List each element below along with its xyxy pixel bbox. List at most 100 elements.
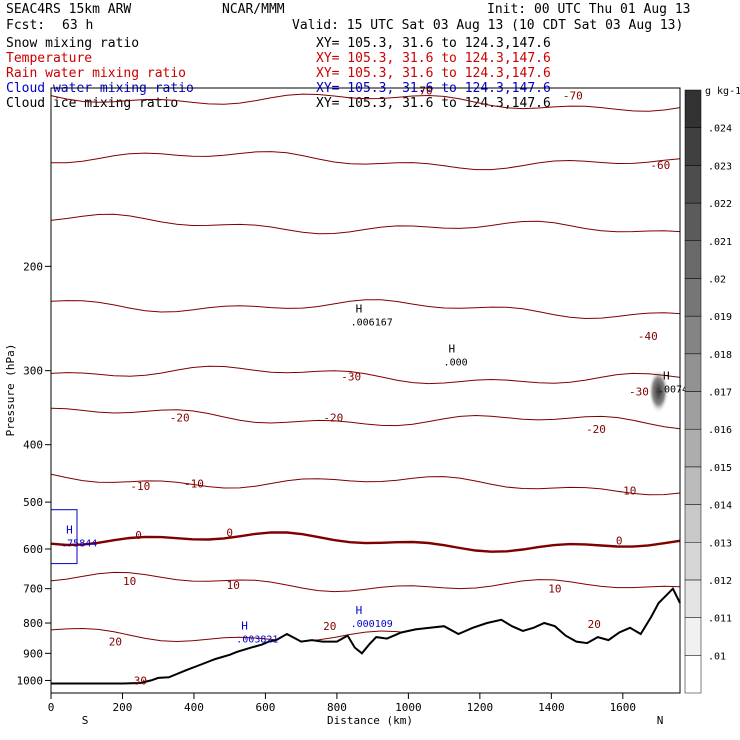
contour-label-21: 30 bbox=[134, 674, 147, 687]
field-snow-name: Snow mixing ratio bbox=[6, 36, 140, 51]
contour-label-13: 0 bbox=[226, 527, 233, 540]
colorbar-label-0: .01 bbox=[708, 651, 726, 662]
y-tick-label-1: 300 bbox=[23, 365, 43, 378]
contour-label-20: 20 bbox=[588, 618, 601, 631]
x-tick-label-3: 600 bbox=[255, 701, 275, 714]
colorbar-swatch-6 bbox=[684, 428, 702, 468]
colorbar-label-3: .013 bbox=[708, 538, 732, 549]
contour-label-9: -10 bbox=[130, 480, 150, 493]
contour-label-12: 0 bbox=[135, 529, 142, 542]
x-tick-label-1: 200 bbox=[113, 701, 133, 714]
max-marker-2: H bbox=[663, 370, 670, 383]
valid-time: Valid: 15 UTC Sat 03 Aug 13 (10 CDT Sat … bbox=[292, 18, 684, 33]
contour-label-1: -70 bbox=[413, 85, 433, 98]
contour-label-8: -20 bbox=[586, 423, 606, 436]
colorbar-swatch-9 bbox=[684, 315, 702, 355]
org-label: NCAR/MMM bbox=[222, 2, 285, 17]
colorbar-unit: g kg-1 bbox=[705, 86, 740, 97]
terrain-mask bbox=[51, 588, 680, 693]
colorbar-swatch-1 bbox=[684, 617, 702, 656]
contour-label-5: -30 bbox=[629, 385, 649, 398]
contour-label-2: -60 bbox=[650, 159, 670, 172]
contour-label-17: 10 bbox=[548, 583, 561, 596]
model-title: SEAC4RS 15km ARW bbox=[6, 2, 132, 17]
init-time: Init: 00 UTC Thu 01 Aug 13 bbox=[487, 2, 691, 17]
field-rain-xy: XY= 105.3, 31.6 to 124.3,147.6 bbox=[316, 66, 551, 81]
colorbar-label-2: .012 bbox=[708, 576, 732, 587]
contour-label-7: -20 bbox=[323, 412, 343, 425]
y-tick-label-8: 1000 bbox=[17, 674, 44, 687]
x-axis-label: Distance (km) bbox=[327, 714, 413, 727]
max-marker-1: H bbox=[449, 342, 456, 355]
terrain-line bbox=[51, 587, 681, 685]
max-value-3: .75844 bbox=[61, 538, 97, 549]
colorbar-label-7: .017 bbox=[708, 388, 732, 399]
colorbar-swatch-7 bbox=[684, 391, 702, 430]
x-tick-label-8: 1600 bbox=[610, 701, 637, 714]
colorbar-swatch-4 bbox=[684, 504, 702, 543]
field-temp-name: Temperature bbox=[6, 51, 93, 66]
max-value-0: .006167 bbox=[351, 318, 393, 329]
x-tick-label-4: 800 bbox=[327, 701, 347, 714]
y-tick-label-6: 800 bbox=[23, 617, 43, 630]
contour-label-19: 20 bbox=[323, 620, 336, 633]
colorbar-label-9: .019 bbox=[708, 312, 732, 323]
colorbar-swatch-12 bbox=[684, 202, 702, 241]
x-tick-label-0: 0 bbox=[48, 701, 55, 714]
colorbar-swatch-2 bbox=[684, 579, 702, 618]
colorbar-label-1: .011 bbox=[708, 614, 732, 625]
max-marker-0: H bbox=[356, 303, 363, 316]
colorbar-label-8: .018 bbox=[708, 350, 732, 361]
contour-label-6: -20 bbox=[170, 412, 190, 425]
contour-label-4: -30 bbox=[341, 371, 361, 384]
y-tick-label-5: 700 bbox=[23, 583, 43, 596]
isotherm-0 bbox=[50, 531, 681, 553]
y-tick-label-4: 600 bbox=[23, 543, 43, 556]
isotherm--30 bbox=[50, 365, 681, 385]
isotherm--40 bbox=[50, 299, 681, 320]
colorbar-swatch-8 bbox=[684, 353, 702, 392]
field-cloudice-xy: XY= 105.3, 31.6 to 124.3,147.6 bbox=[316, 96, 551, 111]
fcst-value: 63 h bbox=[62, 18, 94, 33]
max-value-5: .000109 bbox=[351, 619, 393, 630]
isotherm--20 bbox=[50, 407, 681, 430]
colorbar-label-14: .024 bbox=[708, 124, 732, 135]
x-tick-label-7: 1400 bbox=[538, 701, 565, 714]
colorbar-swatch-5 bbox=[684, 466, 702, 505]
field-snow-xy: XY= 105.3, 31.6 to 124.3,147.6 bbox=[316, 36, 551, 51]
contour-label-15: 10 bbox=[123, 575, 136, 588]
y-tick-label-3: 500 bbox=[23, 496, 43, 509]
y-tick-label-7: 900 bbox=[23, 647, 43, 660]
colorbar-swatch-15 bbox=[684, 89, 702, 128]
colorbar-swatch-11 bbox=[684, 240, 702, 279]
x-tick-label-6: 1200 bbox=[467, 701, 494, 714]
max-value-2: .007465 bbox=[658, 385, 700, 396]
max-value-4: .003821 bbox=[236, 635, 278, 646]
colorbar-swatch-13 bbox=[684, 165, 702, 204]
field-rain-name: Rain water mixing ratio bbox=[6, 66, 187, 81]
colorbar-label-6: .016 bbox=[708, 425, 732, 436]
x-tick-label-2: 400 bbox=[184, 701, 204, 714]
y-tick-label-0: 200 bbox=[23, 260, 43, 273]
contour-label-3: -40 bbox=[638, 330, 658, 343]
contour-label-11: -10 bbox=[616, 485, 636, 498]
colorbar-label-4: .014 bbox=[708, 501, 732, 512]
contour-label-0: -70 bbox=[563, 90, 583, 103]
north-label: N bbox=[657, 714, 664, 727]
max-marker-5: H bbox=[356, 604, 363, 617]
x-tick-label-5: 1000 bbox=[395, 701, 422, 714]
max-marker-3: H bbox=[66, 523, 73, 536]
contour-label-18: 20 bbox=[109, 636, 122, 649]
south-label: S bbox=[82, 714, 89, 727]
isotherm--10 bbox=[50, 473, 681, 496]
fcst-label: Fcst: bbox=[6, 18, 46, 33]
colorbar-swatch-0 bbox=[684, 655, 702, 694]
y-axis-label: Pressure (hPa) bbox=[4, 344, 17, 437]
plot-frame bbox=[50, 87, 681, 694]
contour-label-16: 10 bbox=[227, 579, 240, 592]
y-tick-label-2: 400 bbox=[23, 439, 43, 452]
contour-label-14: 0 bbox=[616, 534, 623, 547]
colorbar-label-11: .021 bbox=[708, 237, 732, 248]
cloud-water-contour bbox=[50, 509, 78, 565]
